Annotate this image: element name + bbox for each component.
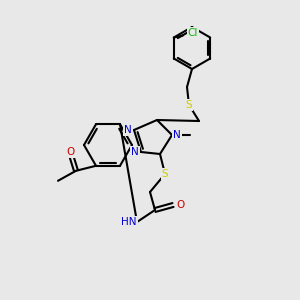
Text: HN: HN [122, 217, 137, 227]
Text: O: O [67, 147, 75, 157]
Text: N: N [124, 125, 132, 135]
Text: Cl: Cl [188, 28, 198, 38]
Text: N: N [173, 130, 181, 140]
Text: O: O [176, 200, 184, 210]
Text: N: N [131, 147, 139, 157]
Text: S: S [162, 169, 168, 179]
Text: S: S [186, 100, 192, 110]
